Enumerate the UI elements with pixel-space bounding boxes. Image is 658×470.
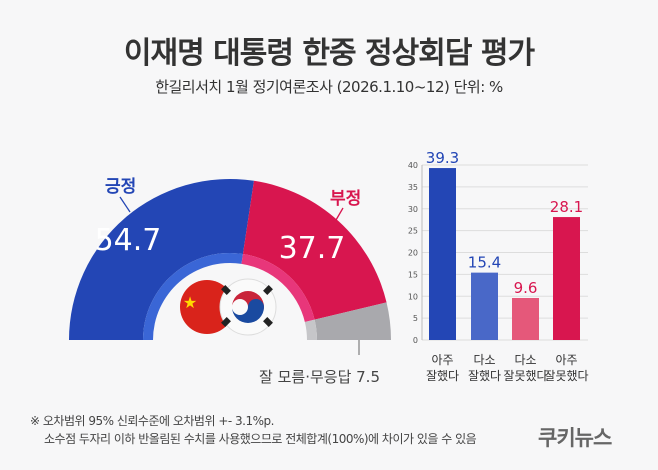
x-tick-label: 잘못했다 — [503, 369, 547, 383]
korea-trigram-0 — [221, 285, 231, 295]
x-tick-label: 아주 — [555, 353, 577, 367]
y-tick-label: 20 — [408, 249, 418, 258]
bar-value-label: 28.1 — [550, 198, 583, 216]
bar-value-label: 9.6 — [514, 279, 538, 297]
bar-value-label: 15.4 — [468, 254, 501, 272]
y-tick-label: 10 — [408, 292, 418, 301]
korea-taegeuk-blue — [232, 299, 264, 323]
donut-inner-band-2 — [304, 319, 317, 340]
y-tick-label: 0 — [413, 336, 418, 345]
y-tick-label: 5 — [413, 314, 418, 323]
x-tick-label: 다소 — [473, 353, 495, 367]
y-tick-label: 15 — [408, 270, 418, 279]
bar-2 — [512, 298, 539, 340]
subtitle: 한길리서치 1월 정기여론조사 (2026.1.10~12) 단위: % — [155, 78, 503, 96]
donut-segment-1 — [242, 180, 387, 320]
value-label-positive: 54.7 — [95, 223, 162, 258]
note-rounding: 소수점 두자리 이하 반올림된 수치를 사용했으므로 전체합계(100%)에 차… — [44, 432, 477, 446]
y-tick-label: 40 — [408, 161, 418, 170]
page-title: 이재명 대통령 한중 정상회담 평가 — [123, 36, 535, 71]
donut-inner-band-1 — [241, 253, 315, 323]
note-margin-of-error: ※ 오차범위 95% 신뢰수준에 오차범위 +- 3.1%p. — [30, 414, 274, 428]
bar-value-label: 39.3 — [426, 149, 459, 167]
value-label-negative: 37.7 — [279, 231, 346, 266]
china-flag-star: ★ — [183, 293, 197, 312]
korea-trigram-1 — [263, 285, 273, 295]
x-tick-label: 잘했다 — [468, 369, 501, 383]
bar-3 — [553, 217, 580, 340]
x-tick-label: 다소 — [514, 353, 536, 367]
korea-trigram-3 — [263, 317, 273, 327]
label-positive: 긍정 — [105, 177, 136, 197]
leader-positive — [119, 196, 131, 213]
logo: 쿠키뉴스 — [538, 426, 612, 450]
x-tick-label: 잘했다 — [426, 369, 459, 383]
label-unknown: 잘 모름·무응답 7.5 — [259, 368, 380, 386]
bar-0 — [429, 168, 456, 340]
korea-trigram-2 — [221, 317, 231, 327]
x-tick-label: 아주 — [431, 353, 453, 367]
china-flag-icon — [180, 280, 234, 334]
leader-negative — [335, 207, 344, 221]
x-tick-label: 잘못했다 — [544, 369, 588, 383]
y-tick-label: 35 — [408, 183, 418, 192]
donut-segment-2 — [314, 302, 391, 340]
label-negative: 부정 — [330, 189, 361, 209]
y-tick-label: 30 — [408, 205, 418, 214]
donut-inner-band-0 — [143, 253, 243, 340]
bar-1 — [471, 272, 498, 340]
y-tick-label: 25 — [408, 227, 418, 236]
donut-segment-0 — [69, 178, 254, 340]
